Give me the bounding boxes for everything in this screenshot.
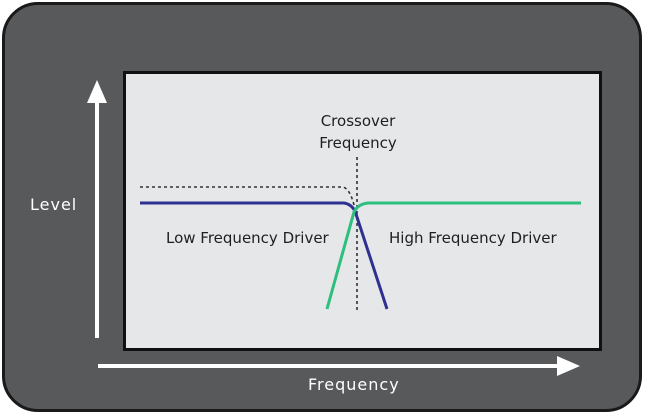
plot-area <box>123 71 602 351</box>
crossover-label-line2: Frequency <box>319 134 397 152</box>
x-axis-label: Frequency <box>308 375 400 394</box>
crossover-label: Crossover Frequency <box>306 110 410 154</box>
combined-response-dotted <box>140 186 355 206</box>
crossover-label-line1: Crossover <box>320 112 396 130</box>
low-driver-curve <box>140 201 389 310</box>
high-driver-label: High Frequency Driver <box>389 229 557 247</box>
y-axis-label: Level <box>30 195 78 214</box>
high-driver-curve <box>325 201 581 310</box>
y-axis-arrow <box>87 80 107 338</box>
x-axis-arrow <box>98 356 580 376</box>
low-driver-label: Low Frequency Driver <box>166 229 329 247</box>
